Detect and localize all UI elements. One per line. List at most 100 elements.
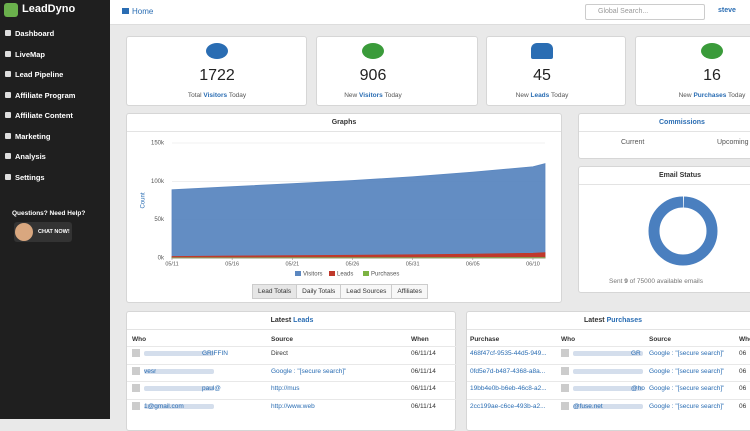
menu-item[interactable]: LiveMap: [15, 50, 45, 59]
email-summary: Sent 9 of 75000 available emails: [609, 278, 703, 285]
text: Purchases: [693, 92, 726, 99]
menu-item[interactable]: Affiliate Content: [15, 111, 73, 120]
row-divider: [467, 364, 750, 365]
text: Latest: [584, 317, 605, 324]
stat-icon: [362, 43, 384, 59]
text: available emails: [657, 278, 703, 285]
cell: Google : "[secure search]": [649, 385, 724, 392]
menu-icon: [5, 153, 11, 159]
column-header: Purchase: [470, 336, 499, 343]
stat-value: 45: [502, 67, 582, 85]
column-header: Source: [649, 336, 671, 343]
row-divider: [127, 346, 457, 347]
stat-label: New Purchases Today: [662, 92, 750, 99]
menu-icon: [5, 30, 11, 36]
column-header: Who: [132, 336, 146, 343]
panel-title: Graphs: [127, 119, 561, 126]
search-box[interactable]: Global Search...: [585, 4, 705, 20]
text: Visitors: [203, 92, 227, 99]
stat-icon: [531, 43, 553, 59]
cell: http://www.web: [271, 403, 315, 410]
column-header: When: [411, 336, 429, 343]
cell[interactable]: 468f47cf-9535-44d5-949...: [470, 350, 547, 357]
row-divider: [467, 399, 750, 400]
stat-card: 16 New Purchases Today: [635, 36, 750, 106]
cell: 06/11/14: [411, 403, 436, 410]
cell: 06: [739, 403, 746, 410]
menu-item[interactable]: Lead Pipeline: [15, 70, 63, 79]
menu-item[interactable]: Dashboard: [15, 29, 54, 38]
home-icon: [122, 8, 129, 14]
cell: 06: [739, 385, 746, 392]
panel-title: Latest Purchases: [467, 317, 750, 324]
text: Total: [188, 92, 202, 99]
stat-value: 16: [672, 67, 750, 85]
cell: 06/11/14: [411, 350, 436, 357]
cell[interactable]: 0fd5e7d-b487-4368-a8a...: [470, 368, 545, 375]
avatar: [561, 384, 569, 392]
divider: [127, 131, 561, 132]
available: 75000: [637, 278, 655, 285]
commissions-panel: Commissions Current Upcoming: [578, 113, 750, 159]
cell[interactable]: 19bb4e0b-b6eb-46c8-a2...: [470, 385, 547, 392]
menu-icon: [5, 71, 11, 77]
panel-title: Email Status: [659, 172, 701, 179]
row-divider: [127, 381, 457, 382]
stat-label: Total Visitors Today: [167, 92, 267, 99]
cell[interactable]: vesr: [144, 368, 156, 375]
cell: Google : "[secure search]": [271, 368, 346, 375]
column-header: Source: [271, 336, 293, 343]
topbar: Home Global Search... steve: [110, 0, 750, 25]
stat-label: New Leads Today: [492, 92, 592, 99]
divider: [467, 329, 750, 330]
brand: LeadDyno: [22, 3, 75, 15]
cell[interactable]: 1@gmail.com: [144, 403, 184, 410]
menu-icon: [5, 174, 11, 180]
menu-icon: [5, 133, 11, 139]
cell[interactable]: paul@: [202, 385, 221, 392]
cell: Google : "[secure search]": [649, 350, 724, 357]
cell[interactable]: 2cc199ae-c6ce-493b-a2...: [470, 403, 546, 410]
chat-label: CHAT NOW!: [38, 229, 70, 235]
tab[interactable]: Lead Totals: [252, 284, 297, 299]
cell[interactable]: GRIFFIN: [202, 350, 228, 357]
text: Purchases: [607, 317, 642, 324]
menu-item[interactable]: Analysis: [15, 152, 46, 161]
user-menu[interactable]: steve: [718, 7, 736, 14]
tab[interactable]: Lead Sources: [340, 284, 392, 299]
column-header: When: [739, 336, 750, 343]
leads-panel: Latest Leads Who Source When GRIFFIN Direct 06…: [126, 311, 456, 431]
panel-title: Latest Leads: [127, 317, 457, 324]
menu-icon: [5, 112, 11, 118]
text: Today: [551, 92, 568, 99]
avatar: [132, 349, 140, 357]
cell: http://mus: [271, 385, 300, 392]
row-divider: [127, 399, 457, 400]
sidebar: LeadDyno Dashboard LiveMap Lead Pipeline Af…: [0, 0, 110, 419]
breadcrumb[interactable]: Home: [132, 7, 153, 16]
help-text: Questions? Need Help?: [12, 210, 85, 217]
avatar: [132, 367, 140, 375]
avatar: [15, 223, 33, 241]
tab[interactable]: Daily Totals: [296, 284, 341, 299]
divider: [127, 329, 457, 330]
cell: 06/11/14: [411, 368, 436, 375]
text: of: [630, 278, 635, 285]
text: Today: [229, 92, 246, 99]
menu-item[interactable]: Marketing: [15, 132, 50, 141]
cell[interactable]: @fuse.net: [573, 403, 603, 410]
cell: Google : "[secure search]": [649, 368, 724, 375]
cell[interactable]: @hotmail.com: [631, 385, 645, 392]
text: New: [516, 92, 529, 99]
chat-button[interactable]: CHAT NOW!: [14, 222, 72, 242]
row-divider: [127, 364, 457, 365]
cell[interactable]: GR: [631, 350, 641, 357]
menu-item[interactable]: Affiliate Program: [15, 91, 75, 100]
cell: Direct: [271, 350, 288, 357]
menu-item[interactable]: Settings: [15, 173, 45, 182]
search-placeholder: Global Search...: [598, 8, 648, 15]
tab[interactable]: Affiliates: [391, 284, 427, 299]
cell: Google : "[secure search]": [649, 403, 724, 410]
